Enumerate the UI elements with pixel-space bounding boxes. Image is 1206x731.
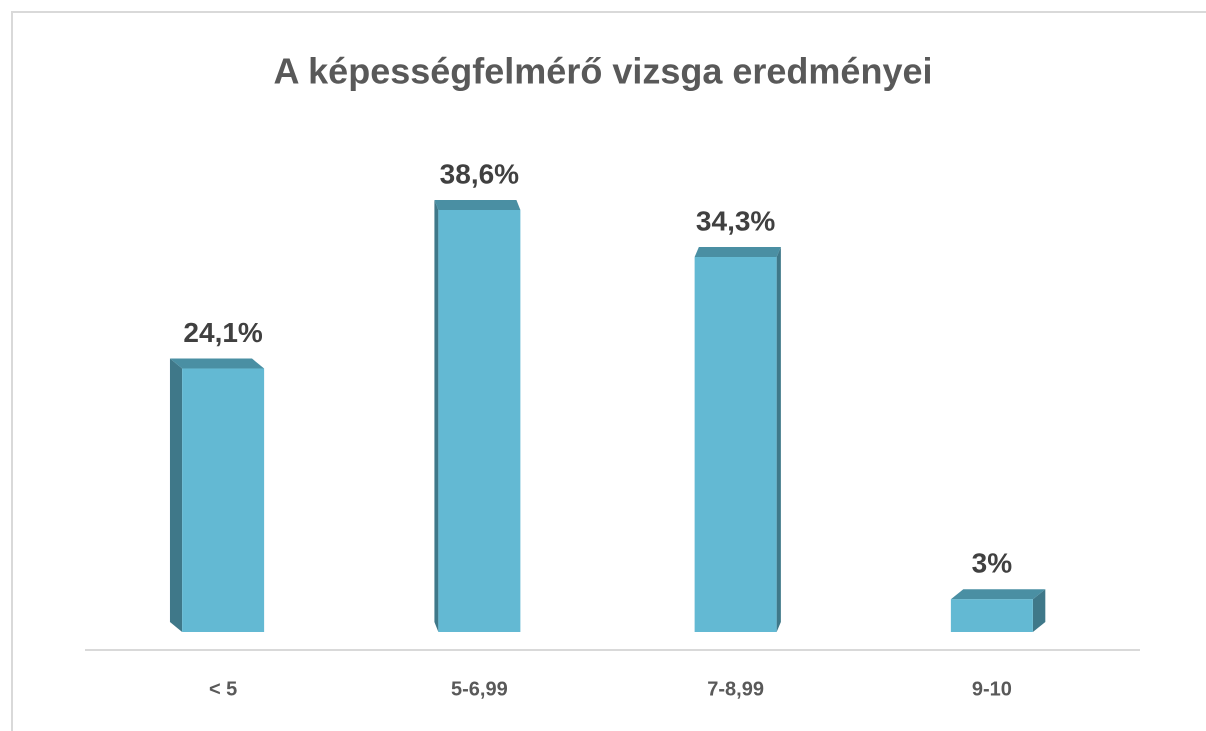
bar-side — [434, 200, 439, 632]
bar-side — [776, 247, 781, 632]
bar-side — [169, 358, 183, 632]
x-tick-label: 7-8,99 — [707, 678, 764, 700]
bar-side — [1032, 589, 1046, 632]
chart-frame — [11, 11, 1206, 731]
bar-top — [434, 200, 521, 210]
x-tick-label: 9-10 — [972, 678, 1012, 700]
bar — [438, 210, 521, 632]
x-tick-label: < 5 — [209, 678, 237, 700]
bar — [182, 368, 265, 632]
bar — [950, 599, 1033, 632]
bar-top — [694, 247, 781, 258]
data-label: 3% — [972, 548, 1013, 579]
data-label: 34,3% — [696, 205, 775, 236]
bar — [694, 257, 777, 632]
data-label: 24,1% — [183, 317, 262, 348]
chart-title: A képességfelmérő vizsga eredményei — [274, 51, 933, 92]
x-tick-label: 5-6,99 — [451, 678, 508, 700]
bar-top — [950, 589, 1046, 600]
data-label: 38,6% — [440, 158, 519, 189]
bar-top — [169, 358, 265, 369]
